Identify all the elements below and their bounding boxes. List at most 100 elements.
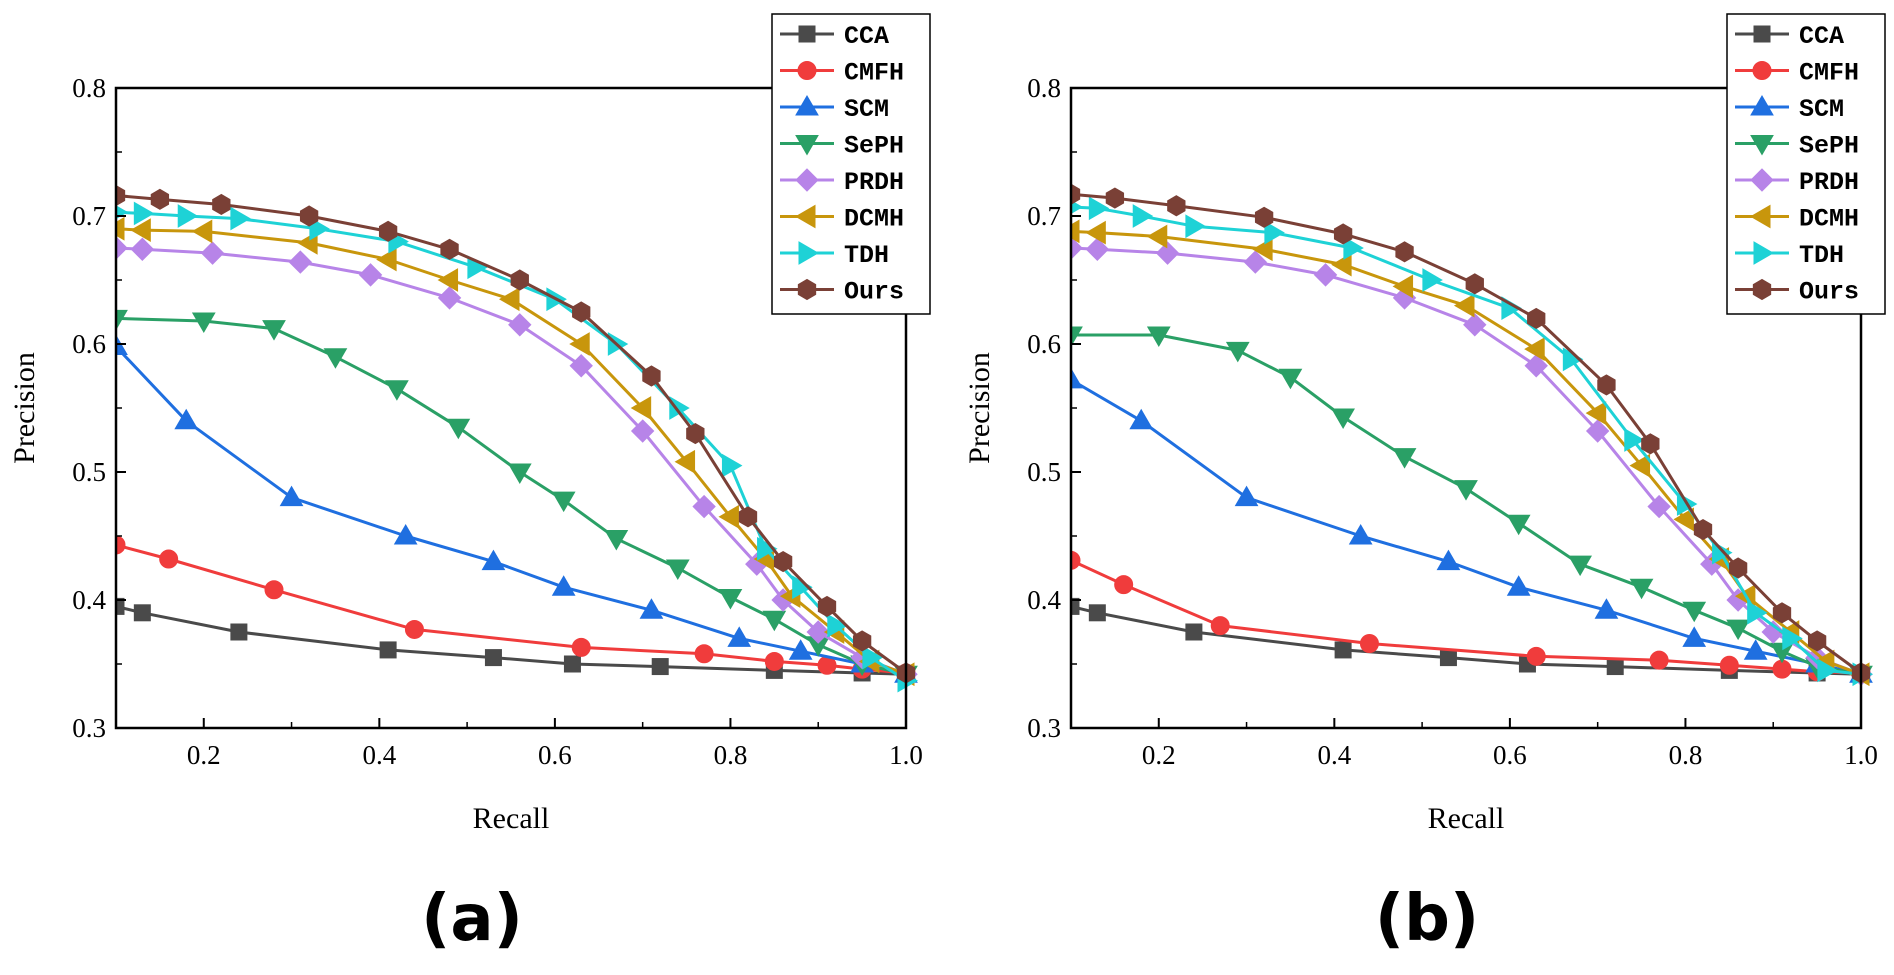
point-tdh-13 <box>827 613 848 638</box>
point-scm-0 <box>116 334 128 356</box>
legend-item-cmfh: CMFH <box>780 59 904 88</box>
legend-item-dcmh: DCMH <box>780 205 904 234</box>
point-cca-2 <box>230 623 248 641</box>
point-scm-0 <box>1071 367 1083 389</box>
point-seph-4 <box>385 380 409 401</box>
point-prdh-12 <box>806 620 830 644</box>
point-seph-1 <box>1146 326 1171 348</box>
point-cmfh-1 <box>1114 575 1134 595</box>
point-ours-12 <box>1772 602 1792 624</box>
point-ours-9 <box>1641 433 1660 455</box>
point-seph-2 <box>262 320 286 341</box>
y-tick-label: 0.7 <box>1027 201 1061 231</box>
legend: CCA CMFH SCM SePH PRDH DCMH TDH Ours <box>771 13 931 315</box>
legend-item-scm: SCM <box>1735 95 1844 124</box>
point-cca-3 <box>379 641 397 659</box>
point-scm-8 <box>788 639 813 660</box>
point-dcmh-4 <box>1331 252 1352 277</box>
point-dcmh-1 <box>130 218 151 242</box>
legend-item-cca: CCA <box>1735 22 1844 51</box>
series-cmfh <box>116 535 916 683</box>
point-seph-10 <box>718 588 743 610</box>
point-seph-1 <box>191 312 216 333</box>
x-tick-label: 0.8 <box>714 740 748 770</box>
legend-label: SePH <box>844 132 904 161</box>
point-seph-7 <box>551 491 576 513</box>
legend-marker-cca <box>1753 25 1771 43</box>
point-tdh-14 <box>862 645 883 670</box>
y-tick-label: 0.3 <box>1027 713 1061 743</box>
point-seph-7 <box>1506 514 1531 536</box>
point-cmfh-6 <box>764 651 784 671</box>
point-dcmh-6 <box>499 287 520 312</box>
point-ours-1 <box>1105 187 1125 209</box>
point-prdh-0 <box>1071 236 1083 260</box>
point-cca-3 <box>1334 641 1352 659</box>
point-prdh-0 <box>116 236 128 260</box>
legend-item-dcmh: DCMH <box>1735 205 1859 234</box>
point-dcmh-7 <box>569 332 590 356</box>
point-scm-4 <box>1436 549 1461 571</box>
point-seph-0 <box>116 309 128 331</box>
point-dcmh-5 <box>1392 274 1414 299</box>
point-scm-8 <box>1743 639 1768 660</box>
y-tick-label: 0.8 <box>1027 73 1061 103</box>
point-cmfh-2 <box>1210 616 1230 636</box>
legend-marker-dcmh <box>1750 204 1771 229</box>
y-tick-label: 0.4 <box>1027 585 1061 615</box>
legend-label: CCA <box>1799 22 1844 51</box>
legend-item-tdh: TDH <box>1735 241 1844 270</box>
point-scm-7 <box>1682 626 1707 647</box>
point-dcmh-1 <box>1085 220 1106 245</box>
point-ours-6 <box>510 269 529 291</box>
point-cmfh-2 <box>264 580 284 600</box>
point-seph-2 <box>1225 341 1250 363</box>
point-prdh-2 <box>1155 241 1180 265</box>
point-cca-2 <box>1185 623 1203 641</box>
point-ours-10 <box>1693 519 1713 541</box>
point-ours-5 <box>1395 241 1414 263</box>
legend-item-ours: Ours <box>1735 278 1859 307</box>
point-cca-6 <box>1606 658 1624 676</box>
point-prdh-9 <box>1647 494 1671 519</box>
point-cca-4 <box>1439 649 1457 667</box>
point-ours-7 <box>1527 307 1546 329</box>
legend-label: TDH <box>844 241 889 270</box>
point-seph-8 <box>1568 555 1592 577</box>
point-prdh-6 <box>508 313 532 337</box>
point-cmfh-6 <box>1719 655 1739 675</box>
chart-panel-b: 0.3 0.4 0.5 0.6 0.7 0.8 0.2 0.4 0.6 0.8 1.0 Recall P… <box>963 13 1886 956</box>
legend-label: TDH <box>1799 241 1844 270</box>
point-scm-1 <box>174 408 199 430</box>
point-dcmh-2 <box>1146 224 1168 249</box>
point-seph-5 <box>446 418 471 440</box>
legend-item-prdh: PRDH <box>1735 168 1859 197</box>
point-seph-6 <box>507 463 532 484</box>
point-cca-0 <box>116 597 125 615</box>
series-line-dcmh <box>116 227 907 676</box>
legend-marker-cmfh <box>1752 61 1772 80</box>
y-tick-label: 0.8 <box>72 73 106 103</box>
point-cmfh-0 <box>1071 550 1081 570</box>
point-tdh-12 <box>1747 600 1768 625</box>
series-line-cmfh <box>1071 558 1862 675</box>
point-dcmh-3 <box>1252 237 1273 262</box>
series-seph <box>1071 326 1873 687</box>
point-ours-2 <box>1167 195 1186 217</box>
legend-item-seph: SePH <box>780 132 904 161</box>
legend-marker-tdh <box>798 241 819 265</box>
point-scm-3 <box>1348 524 1373 545</box>
y-tick-label: 0.3 <box>72 713 106 743</box>
point-ours-5 <box>440 238 459 260</box>
point-dcmh-9 <box>674 449 696 474</box>
point-scm-3 <box>393 524 418 545</box>
x-tick-label: 0.8 <box>1669 740 1703 770</box>
point-prdh-4 <box>1313 263 1338 287</box>
point-tdh-4 <box>1264 220 1285 245</box>
point-ours-8 <box>642 365 661 387</box>
point-dcmh-0 <box>116 216 125 241</box>
point-ours-12 <box>817 595 837 617</box>
point-scm-5 <box>551 575 576 596</box>
point-ours-0 <box>1071 183 1081 205</box>
x-tick-label: 0.4 <box>362 740 396 770</box>
